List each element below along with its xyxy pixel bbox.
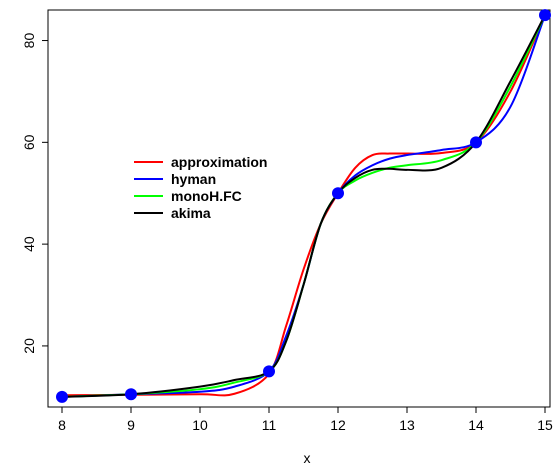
y-tick-label: 20 (21, 338, 37, 354)
x-tick-label: 13 (399, 417, 415, 433)
legend-label: monoH.FC (171, 188, 242, 204)
legend-label: hyman (171, 171, 216, 187)
legend-label: approximation (171, 154, 267, 170)
data-point (125, 388, 137, 401)
x-axis-title: x (304, 450, 311, 466)
data-points (56, 9, 551, 403)
x-tick-label: 14 (468, 417, 484, 433)
y-tick-label: 80 (21, 33, 37, 49)
x-axis: 8 9 10 11 12 13 14 15 (58, 407, 553, 433)
series-line-hyman (61, 14, 546, 398)
data-point (470, 136, 482, 149)
data-point (332, 187, 344, 200)
series-line-akima (61, 14, 546, 398)
series-line-approximation (61, 14, 546, 397)
x-tick-label: 12 (330, 417, 346, 433)
plot-frame (47, 9, 551, 408)
data-point (539, 9, 551, 22)
y-axis: 20 40 60 80 (21, 33, 48, 354)
y-tick-label: 40 (21, 236, 37, 252)
legend-label: akima (171, 205, 211, 221)
series-line-monoh-fc (61, 14, 546, 398)
data-point (263, 365, 275, 378)
series-lines (61, 14, 546, 398)
y-tick-label: 60 (21, 134, 37, 150)
x-tick-label: 11 (262, 417, 277, 433)
data-point (56, 390, 68, 403)
x-tick-label: 8 (58, 417, 66, 433)
x-tick-label: 9 (127, 417, 135, 433)
x-tick-label: 15 (537, 417, 553, 433)
x-tick-label: 10 (192, 417, 208, 433)
